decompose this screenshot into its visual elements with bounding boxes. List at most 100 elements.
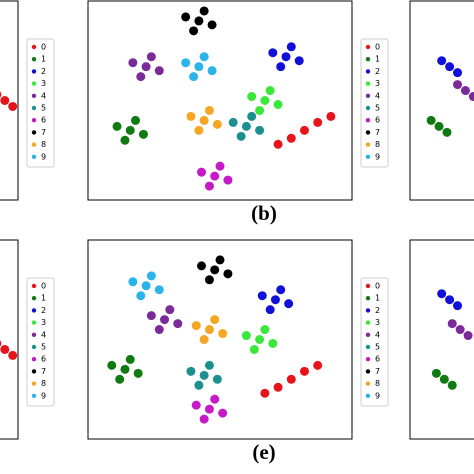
point <box>194 16 204 26</box>
panel-label: (b) <box>251 201 277 225</box>
legend-label: 7 <box>41 367 46 376</box>
point <box>268 48 278 58</box>
legend-marker <box>365 369 371 374</box>
point <box>447 319 457 329</box>
point <box>154 66 164 76</box>
point <box>112 121 122 131</box>
legend-marker <box>31 69 37 74</box>
point <box>197 167 207 177</box>
point <box>204 404 214 414</box>
point <box>210 171 220 181</box>
point <box>0 91 2 98</box>
point <box>141 281 151 291</box>
point <box>181 12 191 22</box>
point <box>128 277 138 287</box>
point <box>286 133 296 143</box>
point <box>194 380 204 390</box>
point <box>191 400 201 410</box>
point <box>468 92 474 102</box>
point <box>437 56 447 66</box>
point <box>276 285 286 295</box>
point <box>8 350 18 360</box>
legend-marker <box>365 118 371 123</box>
plot-frame <box>409 239 474 440</box>
legend-marker <box>365 44 371 50</box>
legend-marker <box>365 332 371 337</box>
point <box>273 382 283 392</box>
point <box>146 271 156 281</box>
point <box>434 121 444 131</box>
legend-marker <box>31 393 37 398</box>
point <box>199 335 209 344</box>
point <box>207 20 217 30</box>
legend-label: 1 <box>41 55 46 64</box>
legend-label: 1 <box>375 55 380 64</box>
point <box>212 119 222 129</box>
point <box>141 62 151 72</box>
point <box>268 338 278 348</box>
legend-label: 5 <box>41 343 46 352</box>
point <box>173 319 183 329</box>
legend-marker <box>365 296 371 301</box>
point <box>255 105 265 115</box>
legend-marker <box>31 332 37 337</box>
point <box>228 117 238 127</box>
legend-marker <box>365 283 371 289</box>
legend-marker <box>365 381 371 386</box>
legend-label: 2 <box>41 306 46 315</box>
legend-label: 2 <box>41 67 46 76</box>
point <box>210 315 220 325</box>
point <box>115 374 125 384</box>
point <box>204 275 214 285</box>
point <box>460 86 470 96</box>
legend-label: 8 <box>375 140 380 149</box>
plot-frame <box>87 239 353 440</box>
legend-label: 0 <box>375 282 380 291</box>
point <box>189 26 199 36</box>
legend-marker <box>365 320 371 325</box>
point <box>194 125 204 135</box>
point <box>8 101 18 111</box>
point <box>107 360 117 370</box>
point <box>120 135 130 145</box>
legend-label: 4 <box>375 91 380 100</box>
legend-label: 7 <box>41 128 46 137</box>
legend-marker <box>365 69 371 74</box>
point <box>426 115 436 125</box>
point <box>218 408 228 418</box>
point <box>326 111 336 121</box>
point <box>146 311 156 321</box>
legend-marker <box>365 105 371 111</box>
point <box>455 325 465 335</box>
legend-marker <box>31 142 37 147</box>
point <box>160 315 170 325</box>
point <box>186 366 196 376</box>
point <box>125 354 135 364</box>
legend-marker <box>365 154 371 159</box>
point <box>299 366 309 376</box>
point <box>0 340 2 347</box>
point <box>445 62 455 72</box>
point <box>199 414 209 424</box>
point <box>199 6 209 16</box>
legend-label: 9 <box>41 391 46 400</box>
legend-label: 9 <box>375 391 380 400</box>
legend-label: 3 <box>41 318 46 327</box>
legend-label: 9 <box>41 152 46 161</box>
legend-label: 0 <box>375 43 380 52</box>
point <box>197 261 207 271</box>
point <box>189 72 199 82</box>
point <box>299 125 309 135</box>
point <box>215 255 225 265</box>
point <box>204 181 214 191</box>
point <box>223 175 233 185</box>
point <box>247 111 257 121</box>
point <box>154 285 164 295</box>
legend-label: 0 <box>41 43 46 52</box>
legend-label: 0 <box>41 282 46 291</box>
legend-label: 5 <box>375 343 380 352</box>
point <box>128 58 138 68</box>
point <box>165 305 175 315</box>
legend-marker <box>31 369 37 374</box>
point <box>260 325 270 335</box>
